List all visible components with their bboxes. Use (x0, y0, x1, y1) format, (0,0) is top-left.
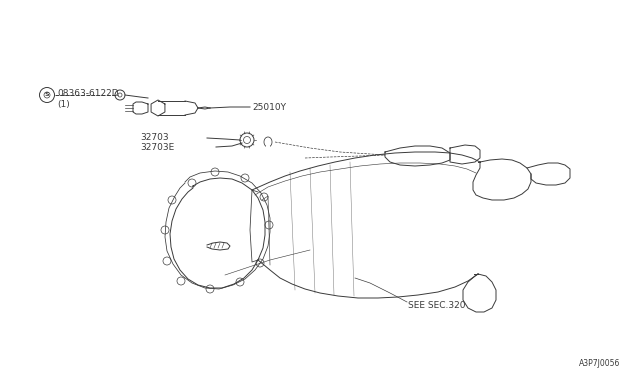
Text: 25010Y: 25010Y (252, 103, 286, 112)
Text: 08363-6122D: 08363-6122D (57, 90, 118, 99)
Text: A3P7J0056: A3P7J0056 (579, 359, 620, 369)
Text: SEE SEC.320: SEE SEC.320 (408, 301, 465, 310)
Text: S: S (45, 93, 49, 97)
Text: (1): (1) (57, 99, 70, 109)
Text: 32703E: 32703E (140, 142, 174, 151)
Text: 32703: 32703 (140, 134, 168, 142)
